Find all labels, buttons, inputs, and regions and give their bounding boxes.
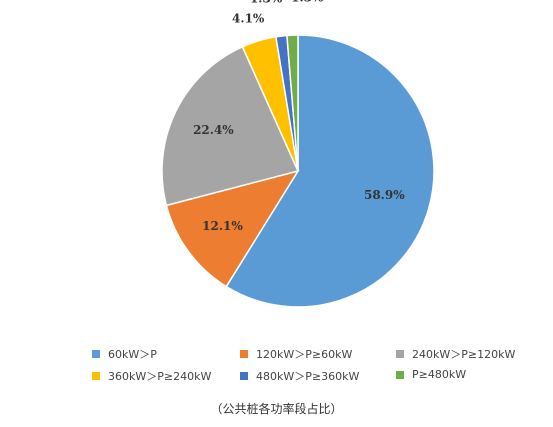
legend-swatch-4 (240, 372, 248, 380)
pie-label-5: 1.3% (291, 0, 324, 4)
legend-item-0: 60kW＞P (92, 346, 157, 362)
pie-label-0: 58.9% (364, 188, 405, 202)
pie-slice-5 (286, 34, 299, 172)
legend-item-3: 360kW＞P≥240kW (92, 368, 211, 384)
legend-swatch-1 (240, 350, 248, 358)
legend-item-4: 480kW＞P≥360kW (240, 368, 359, 384)
pie-labels: 58.9% 12.1% 22.4% 4.1% 1.3% 1.3% (193, 0, 405, 233)
legend-label-0: 60kW＞P (108, 348, 157, 361)
pie-slice-2 (161, 45, 300, 207)
legend-label-5: P≥480kW (412, 368, 467, 381)
legend-item-2: 240kW＞P≥120kW (396, 346, 515, 362)
pie-label-2: 22.4% (193, 123, 234, 137)
legend-label-3: 360kW＞P≥240kW (108, 370, 212, 383)
legend-item-5: P≥480kW (396, 368, 466, 381)
chart-caption: （公共桩各功率段占比） (210, 402, 343, 416)
legend-swatch-3 (92, 372, 100, 380)
legend-swatch-0 (92, 350, 100, 358)
legend-label-4: 480kW＞P≥360kW (256, 370, 360, 383)
legend-swatch-2 (396, 350, 404, 358)
legend-swatch-5 (396, 370, 404, 379)
pie-slices (161, 34, 435, 308)
pie-slice-0 (225, 34, 435, 308)
pie-label-3: 4.1% (232, 12, 265, 26)
legend-label-1: 120kW＞P≥60kW (256, 348, 353, 361)
legend-item-1: 120kW＞P≥60kW (240, 346, 352, 362)
pie-slice-1 (165, 169, 300, 288)
legend-label-2: 240kW＞P≥120kW (412, 348, 516, 361)
pie-label-1: 12.1% (202, 219, 243, 233)
legend-row-2: 360kW＞P≥240kW 480kW＞P≥360kW P≥480kW (92, 368, 542, 390)
legend: 60kW＞P 120kW＞P≥60kW 240kW＞P≥120kW 360kW＞… (92, 346, 542, 390)
legend-row-1: 60kW＞P 120kW＞P≥60kW 240kW＞P≥120kW (92, 346, 542, 368)
pie-label-4: 1.3% (250, 0, 283, 6)
